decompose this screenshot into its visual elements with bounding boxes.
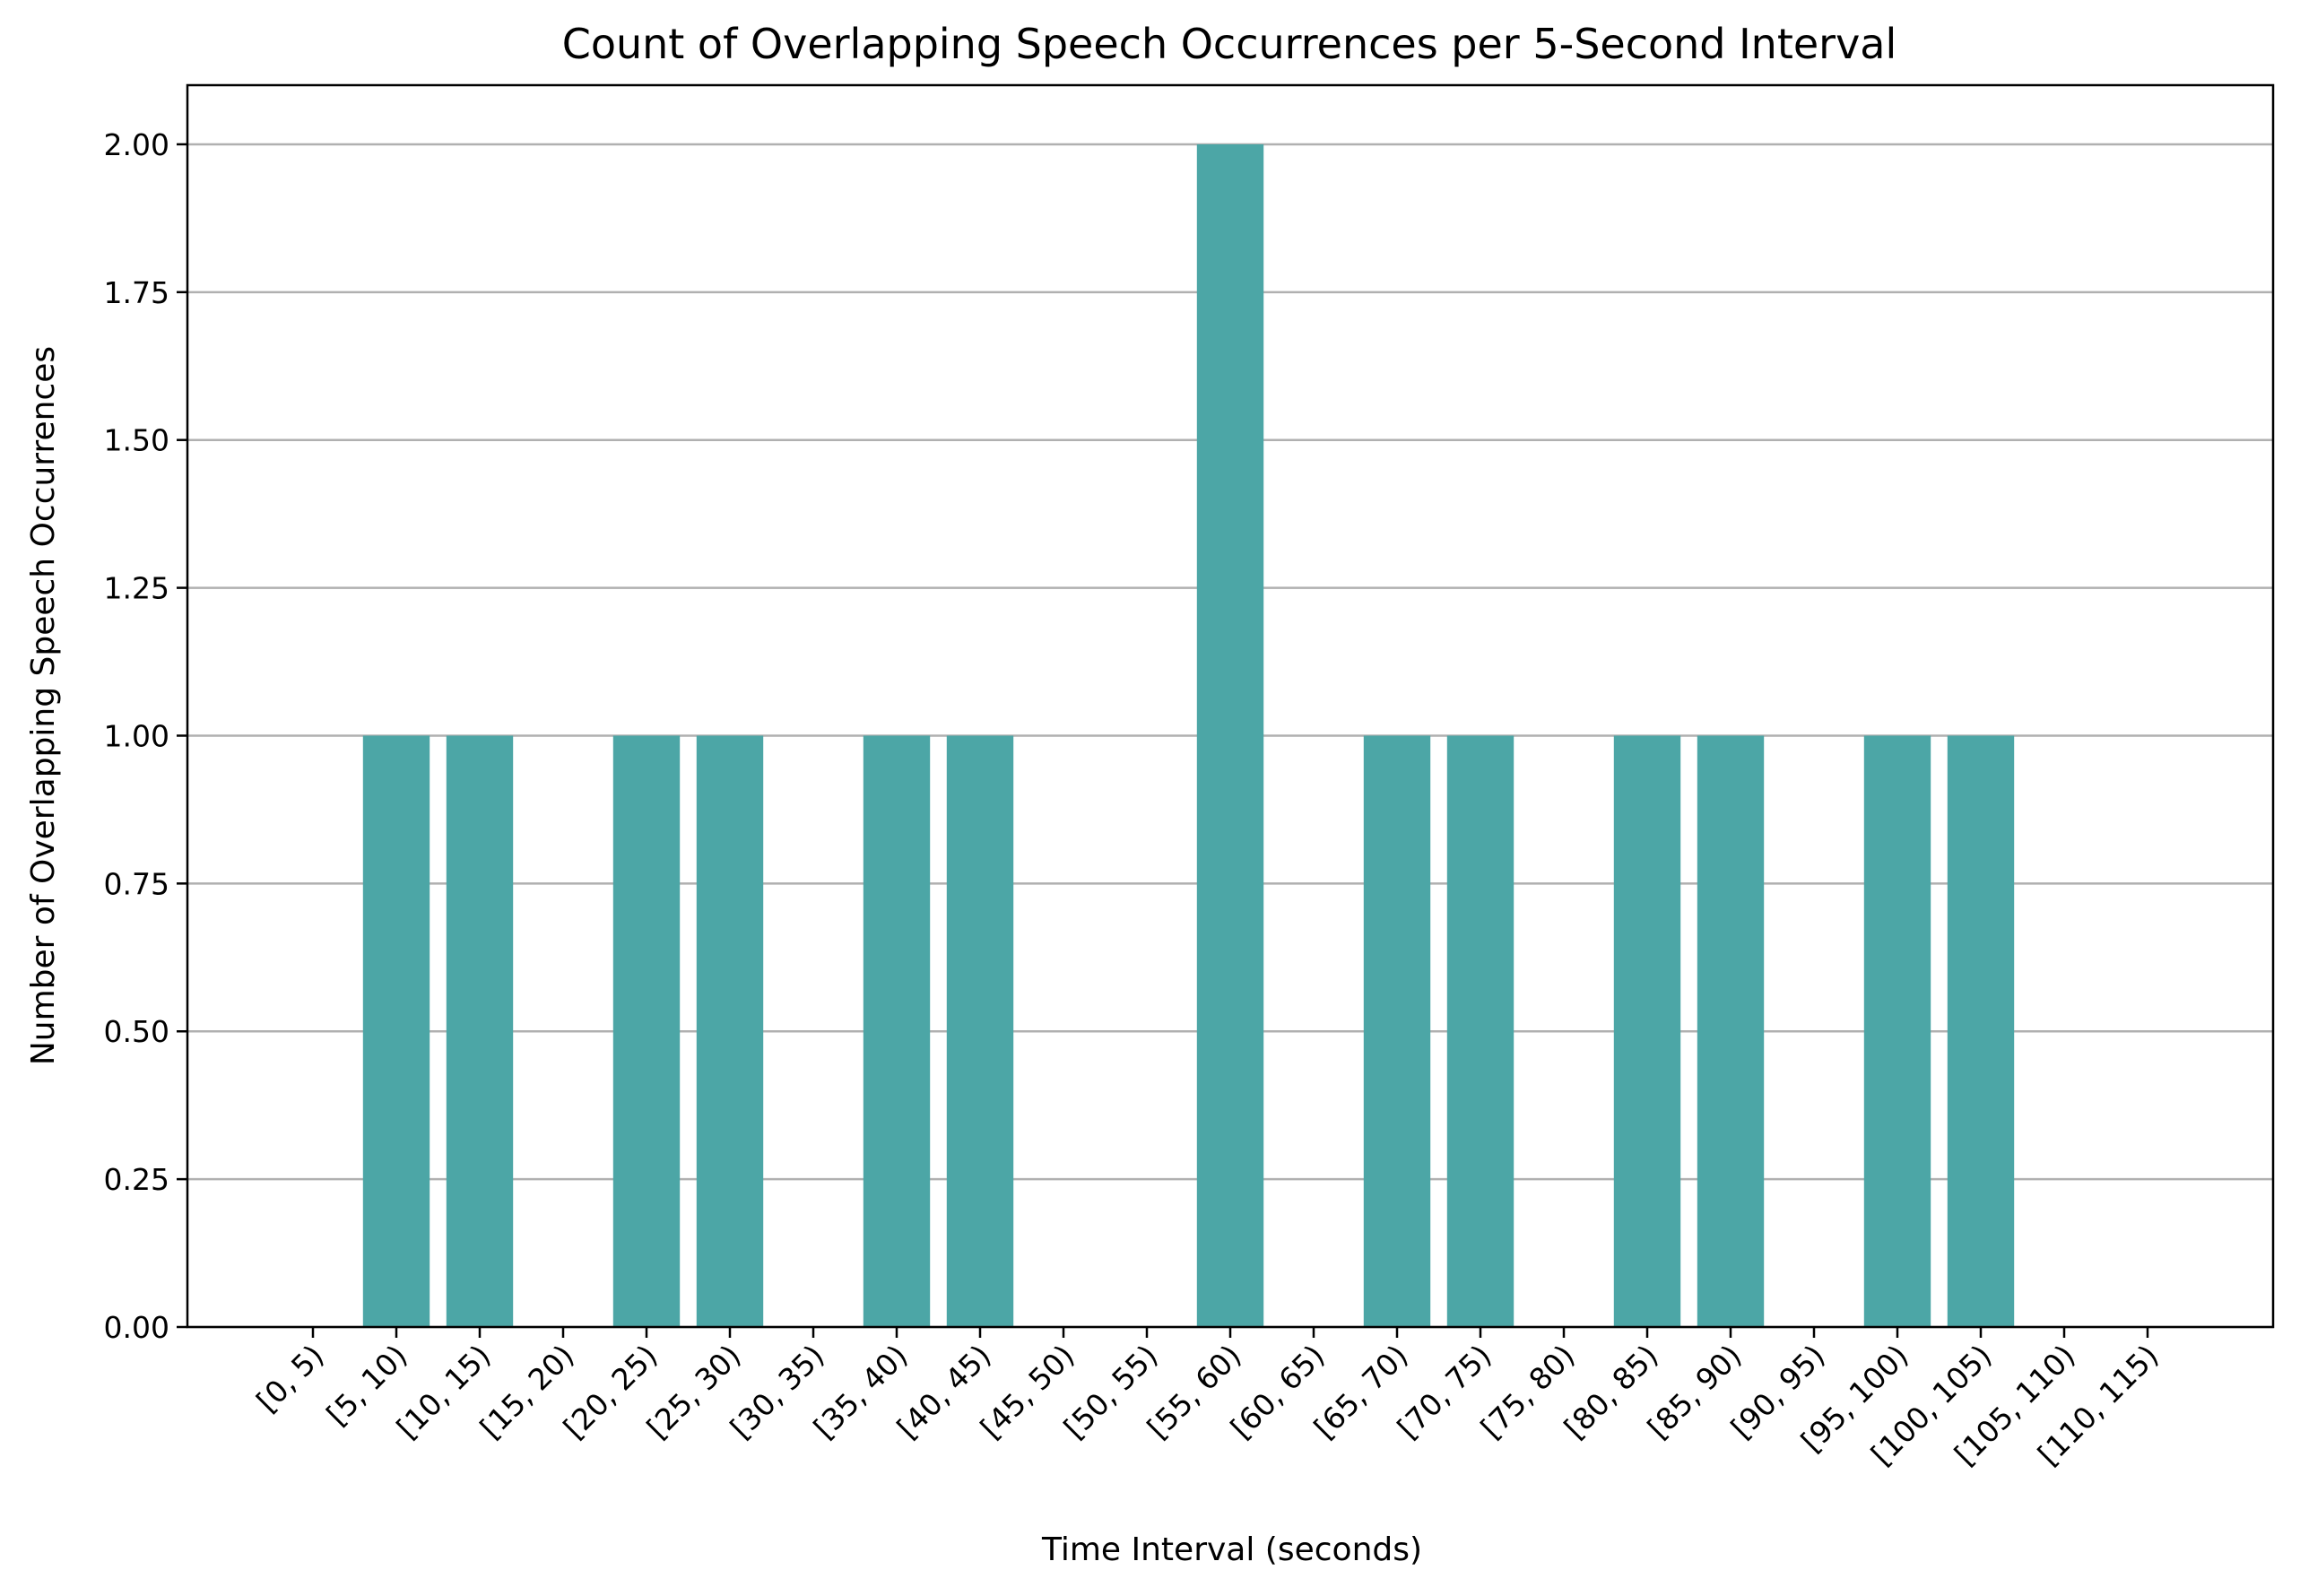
bar (946, 735, 1014, 1327)
y-axis-label: Number of Overlapping Speech Occurrences (25, 346, 62, 1065)
bar (1196, 143, 1264, 1327)
bar (1446, 735, 1515, 1327)
bar (446, 735, 514, 1327)
bar (1613, 735, 1681, 1327)
y-tick-label: 0.50 (104, 1014, 169, 1049)
bar (1863, 735, 1931, 1327)
x-tick-label: [0, 5) (249, 1338, 330, 1418)
y-tick-label: 0.00 (104, 1310, 169, 1345)
bar (863, 735, 931, 1327)
y-tick-label: 1.25 (104, 571, 169, 606)
bar (362, 735, 430, 1327)
y-tick-label: 1.75 (104, 275, 169, 310)
x-axis-ticks: [0, 5)[5, 10)[10, 15)[15, 20)[20, 25)[25… (249, 1327, 2165, 1472)
y-tick-label: 2.00 (104, 127, 169, 162)
chart-title: Count of Overlapping Speech Occurrences … (562, 20, 1897, 68)
y-axis-ticks: 0.00 0.25 0.50 0.75 1.00 1.25 1.50 1.75 2.00 (104, 127, 187, 1345)
bar (1697, 735, 1765, 1327)
bar (612, 735, 681, 1327)
x-axis-label: Time Interval (seconds) (1041, 1531, 1422, 1568)
y-tick-label: 0.75 (104, 866, 169, 901)
y-tick-label: 1.50 (104, 423, 169, 458)
y-tick-label: 1.00 (104, 718, 169, 753)
bar (1363, 735, 1431, 1327)
bar (696, 735, 764, 1327)
bars (362, 143, 2015, 1327)
bar (1947, 735, 2015, 1327)
y-tick-label: 0.25 (104, 1162, 169, 1197)
